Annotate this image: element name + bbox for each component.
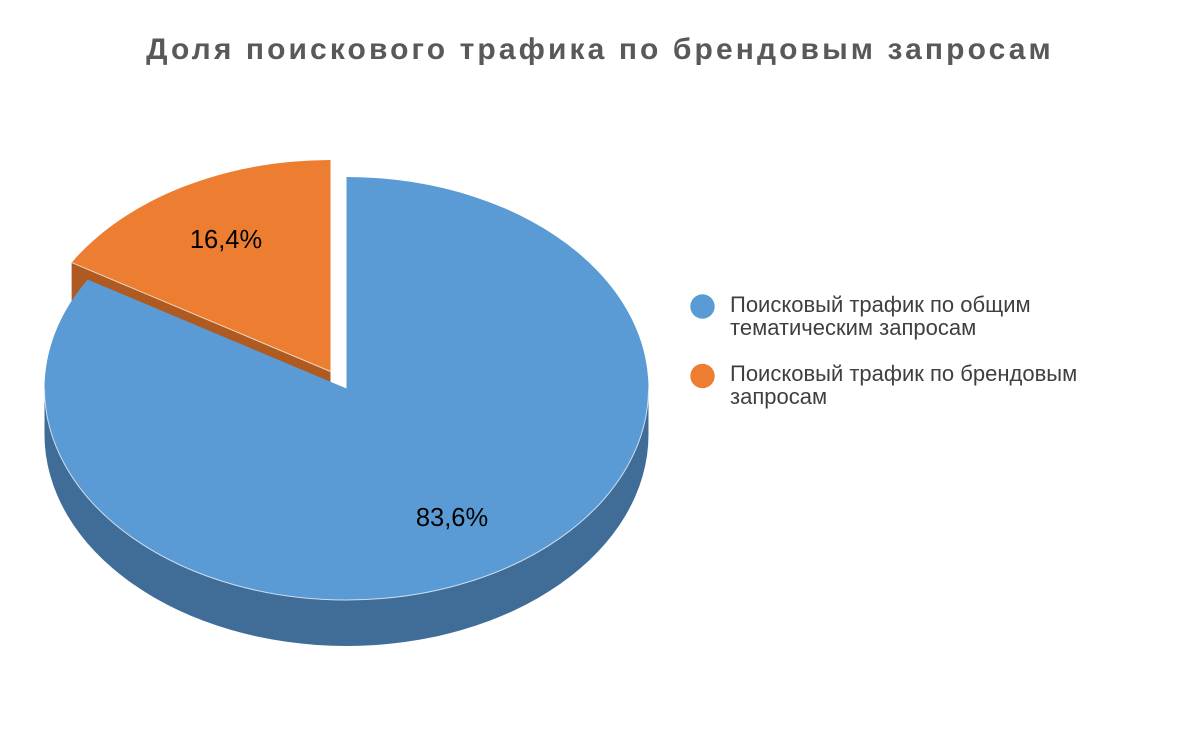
svg-text:83,6%: 83,6% [416, 504, 488, 532]
svg-text:16,4%: 16,4% [190, 226, 262, 254]
